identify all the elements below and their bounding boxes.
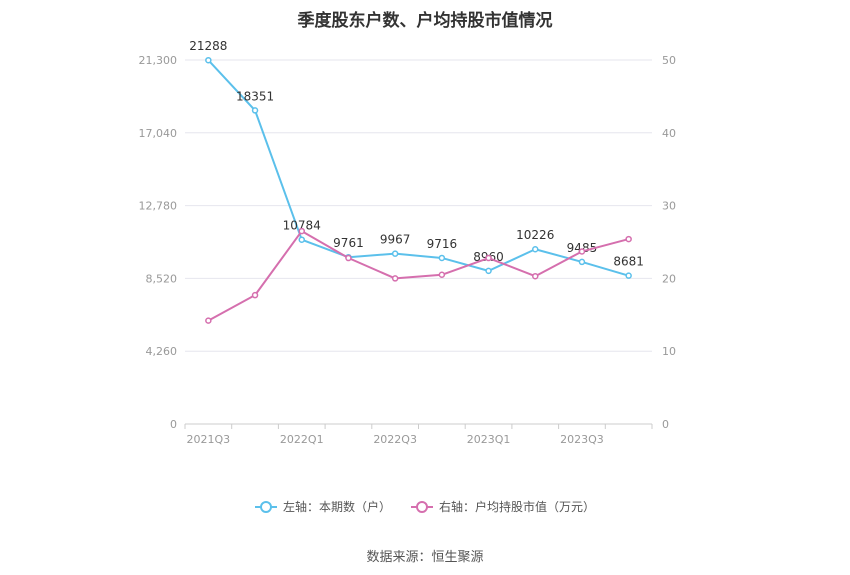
series-line-right	[207, 230, 629, 322]
legend-line-icon	[254, 500, 277, 513]
x-tick-label: 2022Q3	[373, 433, 417, 446]
data-point[interactable]	[205, 56, 212, 64]
series-line-left	[207, 59, 629, 277]
data-point[interactable]	[251, 107, 259, 114]
y-right-tick-label: 10	[662, 345, 676, 358]
y-left-tick-label: 8,520	[146, 272, 178, 285]
legend-item-right-series[interactable]: 右轴：户均持股市值（万元）	[411, 498, 595, 515]
data-point[interactable]	[298, 236, 305, 243]
legend-label-left-series: 左轴：本期数（户）	[282, 500, 391, 514]
y-left-tick-label: 21,300	[139, 54, 178, 67]
y-right-tick-label: 40	[662, 127, 676, 140]
x-tick-label: 2023Q1	[467, 433, 511, 446]
data-point[interactable]	[532, 272, 539, 280]
source-note: 数据来源：恒生聚源	[366, 550, 484, 565]
y-right-tick-label: 30	[662, 200, 676, 213]
data-point[interactable]	[205, 317, 212, 324]
data-point[interactable]	[485, 254, 492, 262]
data-point[interactable]	[625, 272, 632, 279]
data-point[interactable]	[391, 275, 399, 282]
data-point[interactable]	[438, 254, 446, 262]
legend-item-left-series[interactable]: 左轴：本期数（户）	[254, 498, 391, 515]
y-left-tick-label: 12,780	[139, 200, 178, 213]
data-point[interactable]	[391, 250, 399, 257]
data-point[interactable]	[298, 227, 305, 235]
data-label: 18351	[236, 89, 274, 103]
data-label: 9967	[380, 233, 411, 247]
x-tick-label: 2022Q1	[280, 433, 324, 446]
y-right-tick-label: 0	[662, 418, 669, 431]
y-right-tick-label: 20	[662, 272, 676, 285]
data-point[interactable]	[485, 267, 492, 275]
y-left-tick-label: 4,260	[146, 345, 178, 358]
data-point[interactable]	[625, 235, 632, 243]
data-label: 9485	[567, 241, 598, 255]
legend-line-icon	[411, 500, 433, 513]
y-left-tick-label: 17,040	[139, 127, 178, 140]
y-left-tick-label: 0	[170, 418, 177, 431]
data-label: 21288	[189, 39, 227, 53]
data-label: 9716	[427, 237, 458, 251]
data-label: 9761	[333, 236, 364, 250]
data-point[interactable]	[578, 258, 586, 266]
chart-legend: 左轴：本期数（户） 右轴：户均持股市值（万元）	[0, 498, 850, 515]
data-point[interactable]	[251, 291, 259, 299]
y-right-tick-label: 50	[662, 54, 676, 67]
data-label: 10226	[516, 228, 554, 242]
x-tick-label: 2021Q3	[187, 433, 231, 446]
chart-title: 季度股东户数、户均持股市值情况	[297, 11, 553, 31]
data-label: 8681	[613, 255, 644, 269]
data-point[interactable]	[438, 271, 446, 279]
data-point[interactable]	[578, 248, 586, 255]
x-tick-label: 2023Q3	[560, 433, 604, 446]
data-label: 10784	[283, 219, 321, 233]
data-point[interactable]	[532, 245, 539, 253]
legend-label-right-series: 右轴：户均持股市值（万元）	[439, 500, 596, 514]
data-point[interactable]	[345, 254, 352, 262]
